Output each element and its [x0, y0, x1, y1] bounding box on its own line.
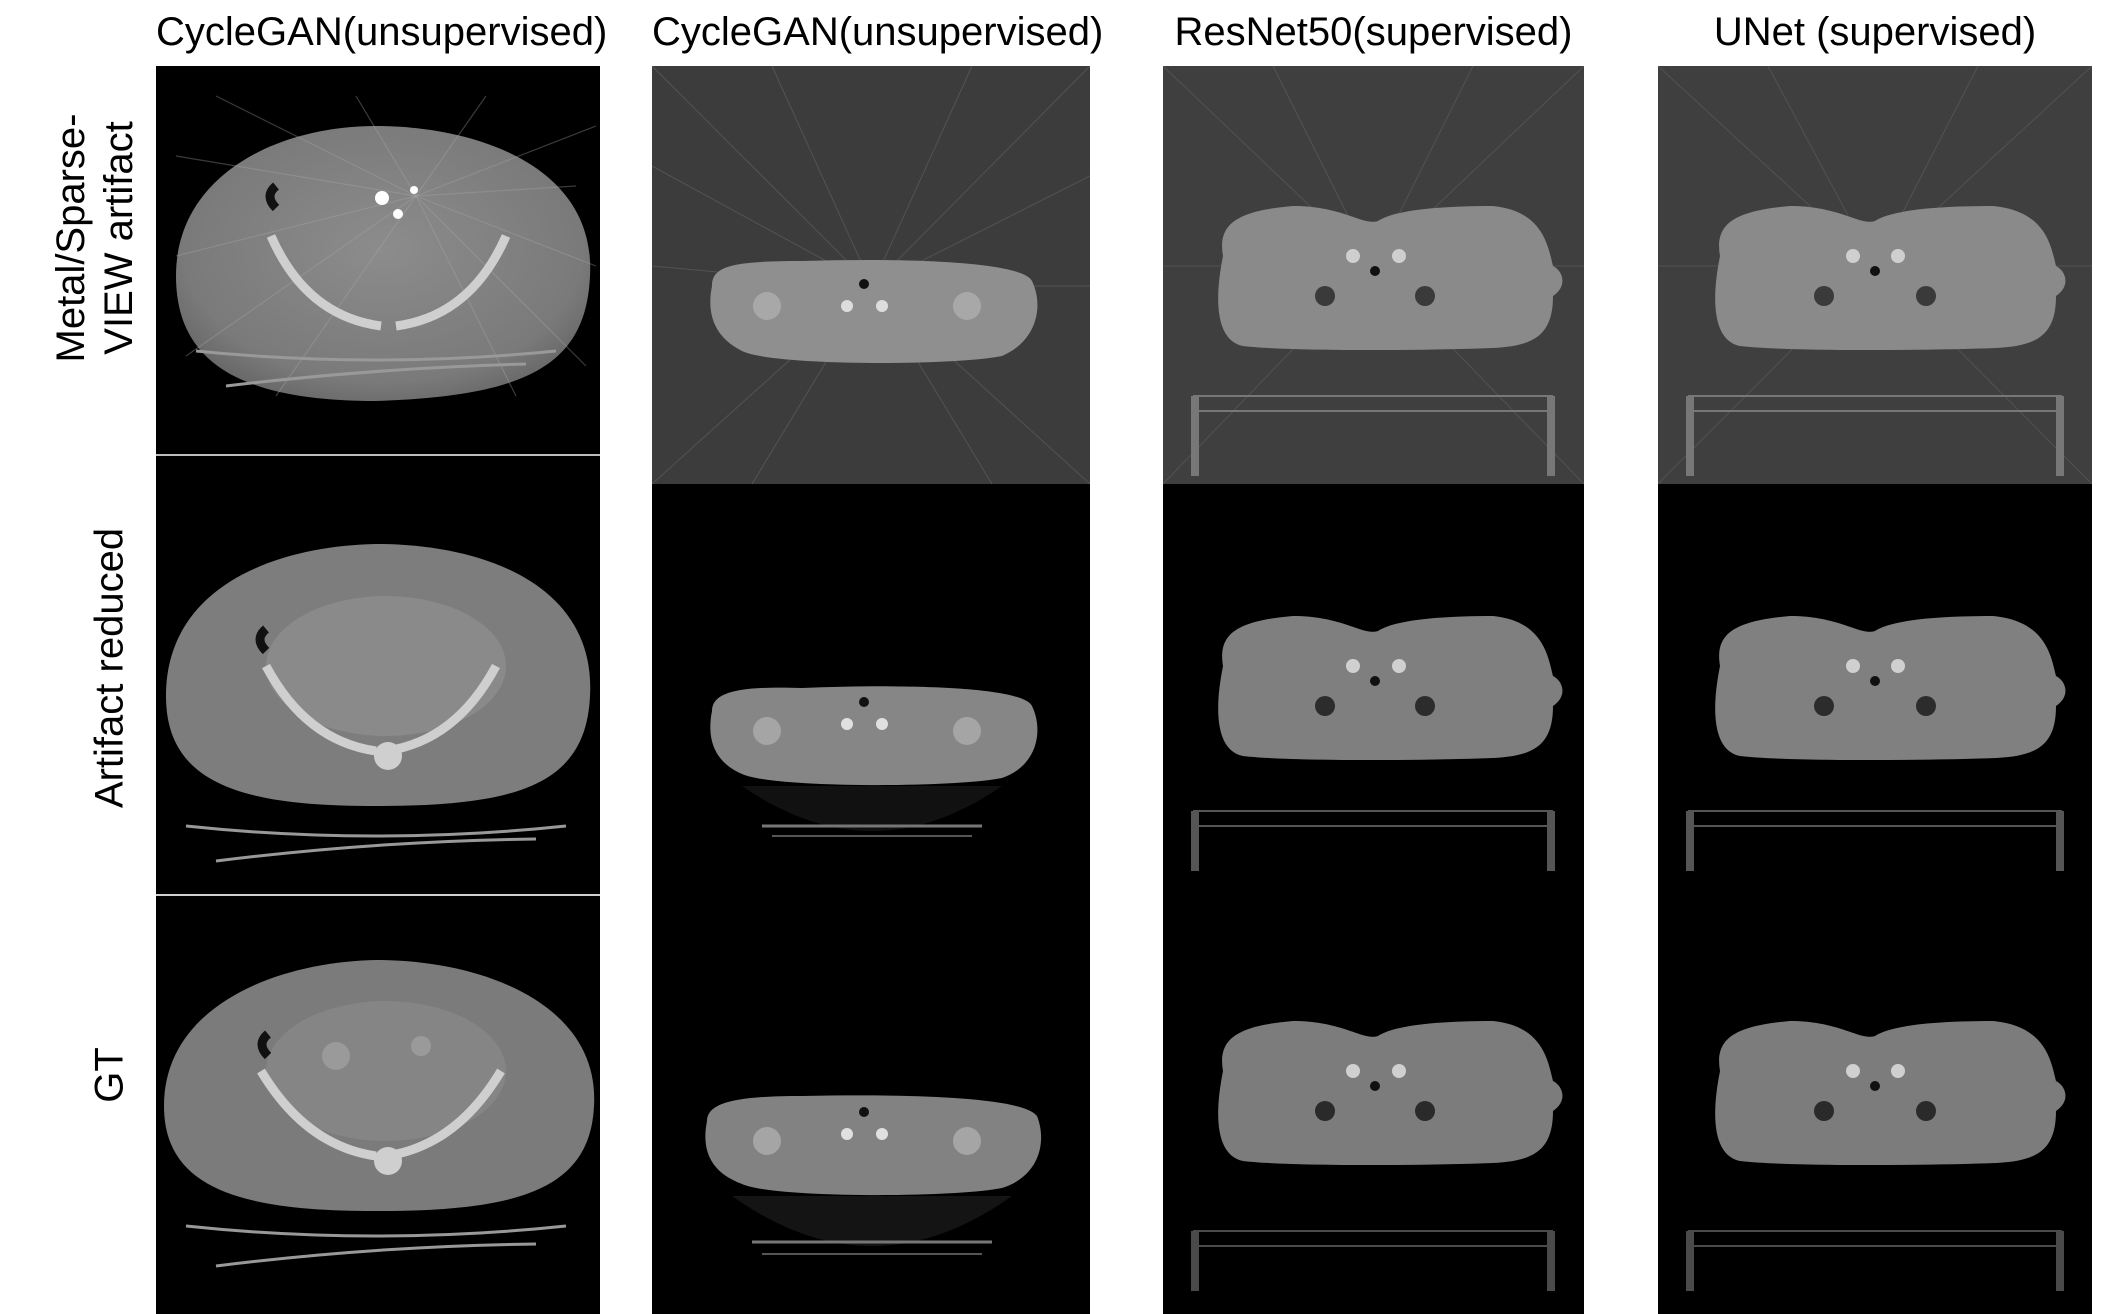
row-label-artifact-line2: VIEW artifact [97, 121, 141, 355]
ct-thorax-reduced-unet [1686, 616, 2066, 871]
ct-thorax-gt-cyclegan [705, 1095, 1042, 1255]
ct-thorax-reduced-resnet50 [1191, 616, 1563, 871]
ct-thorax-artifact-unet [1658, 66, 2092, 485]
panel-col4 [1658, 66, 2092, 1314]
column-header-unet: UNet (supervised) [1713, 10, 2037, 54]
ct-pelvis-artifact [175, 95, 597, 401]
ct-thorax-reduced-cyclegan [710, 686, 1038, 837]
column-header-cyclegan-1: CycleGAN(unsupervised) [156, 10, 608, 54]
panel-col3 [1163, 66, 1584, 1314]
ct-thorax-artifact-cyclegan [652, 66, 1090, 485]
row-label-artifact: Metal/Sparse- VIEW artifact [47, 114, 143, 363]
column-header-resnet50: ResNet50(supervised) [1174, 10, 1573, 54]
ct-thorax-artifact-resnet50 [1163, 66, 1584, 485]
column-header-cyclegan-2: CycleGAN(unsupervised) [652, 10, 1104, 54]
panel-col2 [652, 66, 1090, 1314]
row-label-artifact-line1: Metal/Sparse- [49, 113, 93, 363]
row-label-reduced: Artifact reduced [87, 527, 132, 809]
ct-pelvis-reduced [166, 544, 591, 863]
row-label-gt: GT [87, 1047, 132, 1103]
ct-pelvis-gt [164, 960, 595, 1268]
ct-thorax-gt-unet [1686, 1021, 2066, 1291]
panel-col1 [156, 66, 600, 1314]
ct-thorax-gt-resnet50 [1191, 1021, 1563, 1291]
